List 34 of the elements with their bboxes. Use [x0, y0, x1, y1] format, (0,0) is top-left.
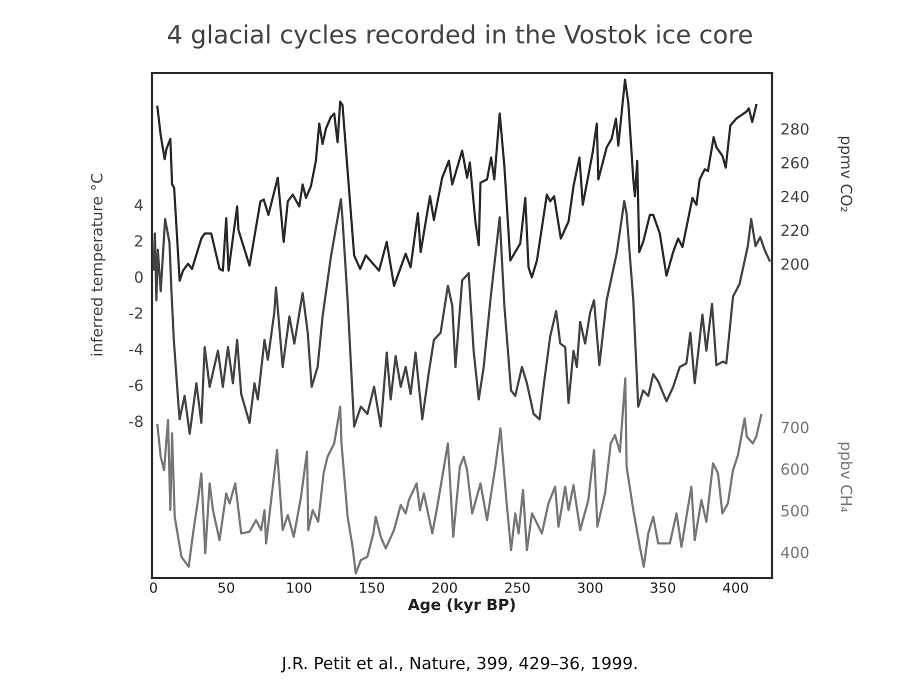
y-tick-label: 0: [134, 271, 143, 283]
x-tick-label: 50: [218, 582, 234, 593]
y3-tick-label: 400: [781, 546, 808, 558]
y2-tick-label: 200: [781, 258, 808, 270]
text: J.R. Petit et al., Nature, 399, 429–36, 1999.: [280, 656, 636, 672]
x-axis-title: Age (kyr BP): [408, 598, 515, 614]
line-series: [156, 377, 762, 575]
y3-axis-title: ppbv CH₄: [838, 442, 853, 512]
y2-tick-label: 260: [781, 156, 808, 169]
y2-tick-label: 280: [781, 123, 808, 135]
x-tick-label: 250: [505, 582, 530, 593]
chart-title: 4 glacial cycles recorded in the Vostok ice core: [168, 24, 752, 49]
y-axis-title: inferred temperature °C: [90, 174, 106, 356]
x-tick-label: 200: [432, 582, 457, 593]
y3-tick-label: 700: [782, 422, 808, 434]
y2-tick-label: 240: [781, 190, 808, 202]
line-series: [156, 78, 758, 287]
y3-tick-label: 500: [782, 504, 808, 517]
x-tick-label: 350: [650, 582, 676, 593]
line-series: [152, 198, 771, 435]
y-tick-label: 4: [134, 199, 143, 210]
x-tick-label: 400: [723, 582, 748, 593]
y-tick-label: -4: [129, 344, 143, 355]
y2-tick-label: 220: [781, 224, 808, 236]
y-tick-label: -6: [129, 379, 143, 392]
x-tick-label: 300: [578, 582, 602, 593]
y-tick-label: -2: [129, 307, 142, 319]
x-tick-label: 150: [360, 582, 384, 593]
y-tick-label: -8: [129, 416, 143, 428]
y2-axis-title: ppmv CO₂: [838, 136, 852, 212]
x-tick-label: 0: [150, 582, 157, 593]
y3-tick-label: 600: [781, 463, 808, 475]
y-tick-label: 2: [135, 235, 142, 247]
x-tick-label: 100: [287, 582, 312, 593]
